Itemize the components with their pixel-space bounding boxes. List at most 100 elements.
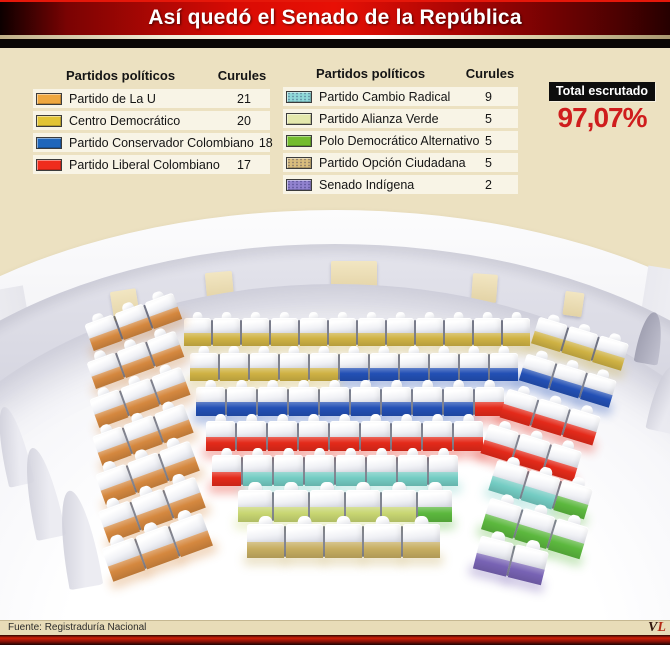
seat-back-icon: [266, 380, 279, 391]
seat-desk: [474, 318, 501, 334]
seat-desk: [382, 386, 411, 403]
seat-pc: [255, 380, 287, 416]
seat-cd: [247, 346, 278, 382]
party-seats: 5: [485, 133, 492, 148]
seat-back-icon: [366, 312, 377, 323]
party-color-swatch: [36, 136, 62, 149]
seat-desk: [387, 318, 414, 334]
legend-right-header: Partidos políticos Curules: [283, 66, 518, 81]
seat-pc: [410, 380, 442, 416]
seat-desk: [320, 386, 349, 403]
seat-poc: [322, 516, 362, 558]
seat-pc: [397, 346, 428, 382]
legend-row-cd: Centro Democrático 20: [33, 111, 270, 130]
seat-desk: [398, 455, 427, 472]
seat-front: [184, 333, 211, 346]
seat-cd: [500, 312, 530, 346]
seat-back-icon: [453, 312, 464, 323]
seat-pc: [286, 380, 318, 416]
seat-back-icon: [406, 448, 419, 460]
party-seats: 18: [258, 135, 273, 150]
seat-back-icon: [498, 346, 510, 357]
seat-front: [320, 402, 349, 416]
seat-cr: [395, 448, 427, 487]
seat-back-icon: [251, 448, 264, 460]
seat-front: [289, 402, 318, 416]
seat-desk: [475, 386, 504, 403]
seat-front: [258, 402, 287, 416]
seat-desk: [403, 523, 440, 543]
seat-desk: [351, 386, 380, 403]
party-seats: 21: [237, 91, 251, 106]
legend-left-rows: Partido de La U 21 Centro Democrático 20…: [33, 89, 273, 174]
seat-desk: [238, 489, 272, 508]
seat-pc: [427, 346, 458, 382]
legend-row-poc: Partido Opción Ciudadana 5: [283, 153, 518, 172]
party-seats: 20: [237, 113, 251, 128]
seat-pl: [358, 414, 390, 452]
seat-back-icon: [344, 448, 357, 460]
seat-back-icon: [214, 414, 227, 426]
legend-header-party: Partidos políticos: [316, 66, 426, 81]
seat-cd: [384, 312, 414, 346]
seat-desk: [336, 455, 365, 472]
seat-poc: [247, 516, 284, 558]
seat-back-icon: [452, 380, 465, 391]
seat-desk: [247, 523, 284, 543]
seat-desk: [190, 352, 218, 369]
legend-left: Partidos políticos Curules Partido de La…: [33, 68, 273, 177]
seat-front: [474, 333, 501, 346]
seat-front: [416, 333, 443, 346]
seat-front: [286, 542, 323, 558]
seat-cd: [184, 312, 211, 346]
seat-front: [340, 367, 368, 382]
seat-cd: [297, 312, 327, 346]
party-name: Partido Liberal Colombiano: [69, 157, 220, 172]
seat-desk: [289, 386, 318, 403]
seat-desk: [329, 318, 356, 334]
legend-header-seats: Curules: [217, 68, 267, 83]
seat-desk: [423, 421, 452, 438]
seat-back-icon: [276, 414, 289, 426]
party-seats: 5: [485, 155, 492, 170]
seat-cr: [240, 448, 272, 487]
seat-front: [242, 333, 269, 346]
legend-row-av: Partido Alianza Verde 5: [283, 109, 518, 128]
party-name: Polo Democrático Alternativo: [319, 133, 480, 148]
legend-row-u: Partido de La U 21: [33, 89, 270, 108]
seat-front: [444, 402, 473, 416]
seat-front: [358, 333, 385, 346]
seat-front: [325, 542, 362, 558]
seat-back-icon: [468, 346, 480, 357]
bench: [238, 482, 452, 523]
seat-back-icon: [390, 380, 403, 391]
seat-desk: [418, 489, 452, 508]
seat-desk: [416, 318, 443, 334]
party-name: Partido Cambio Radical: [319, 89, 451, 104]
seat-front: [413, 402, 442, 416]
seat-back-icon: [228, 346, 240, 357]
seat-desk: [361, 421, 390, 438]
seat-poc: [283, 516, 323, 558]
seat-back-icon: [348, 346, 360, 357]
seat-pc: [196, 380, 225, 416]
seat-cr: [302, 448, 334, 487]
seat-back-icon: [408, 346, 420, 357]
seat-pl: [265, 414, 297, 452]
party-name: Partido de La U: [69, 91, 156, 106]
seat-front: [503, 333, 530, 346]
legend-header-party: Partidos políticos: [66, 68, 176, 83]
seat-pc: [379, 380, 411, 416]
seat-desk: [220, 352, 248, 369]
seat-cd: [217, 346, 248, 382]
seat-desk: [299, 421, 328, 438]
seat-back-icon: [438, 346, 450, 357]
party-color-swatch: [286, 156, 312, 169]
seat-front: [220, 367, 248, 382]
seat-front: [370, 367, 398, 382]
legend-row-pl: Partido Liberal Colombiano 17: [33, 155, 270, 174]
seat-desk: [444, 386, 473, 403]
seat-desk: [370, 352, 398, 369]
seat-front: [351, 402, 380, 416]
seat-pl: [327, 414, 359, 452]
